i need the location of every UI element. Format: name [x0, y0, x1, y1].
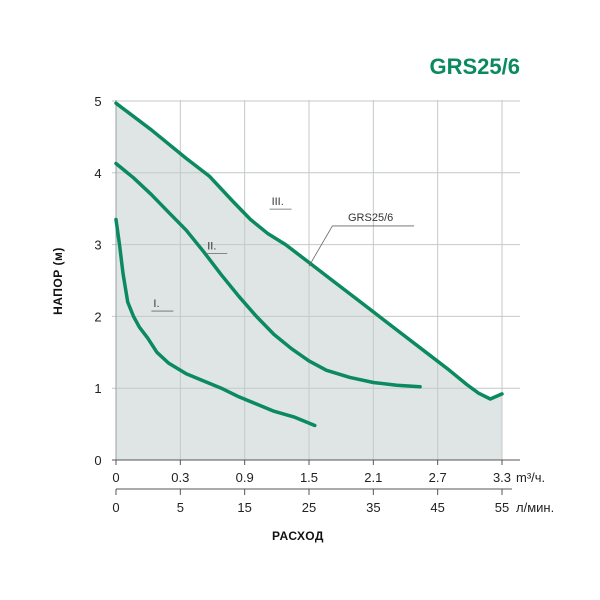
curve-label: III. [272, 196, 284, 208]
x-tick-label-secondary: 35 [366, 500, 380, 515]
curve-label: I. [153, 298, 159, 310]
x-tick-label-secondary: 45 [430, 500, 444, 515]
x-tick-label-primary: 2.7 [429, 470, 447, 485]
x-axis-title: РАСХОД [272, 529, 324, 543]
curve-label: II. [207, 241, 216, 253]
y-tick-label: 4 [94, 166, 101, 181]
y-tick-label: 5 [94, 94, 101, 109]
curve-iii [114, 101, 504, 401]
y-tick-label: 2 [94, 309, 101, 324]
y-tick-label: 3 [94, 238, 101, 253]
x-tick-label-primary: 0.9 [236, 470, 254, 485]
x-unit-primary: m³/ч. [516, 470, 545, 485]
x-tick-label-secondary: 55 [495, 500, 509, 515]
x-tick-label-primary: 1.5 [300, 470, 318, 485]
x-tick-label-primary: 3.3 [493, 470, 511, 485]
y-tick-label: 0 [94, 453, 101, 468]
envelope-label: GRS25/6 [348, 212, 393, 224]
x-tick-label-secondary: 25 [302, 500, 316, 515]
x-tick-label-secondary: 5 [177, 500, 184, 515]
y-axis-title: НАПОР (м) [51, 247, 65, 315]
x-tick-label-primary: 2.1 [364, 470, 382, 485]
x-tick-label-secondary: 0 [112, 500, 119, 515]
chart-title: GRS25/6 [430, 54, 521, 79]
y-tick-label: 1 [94, 381, 101, 396]
x-unit-secondary: л/мин. [516, 500, 554, 515]
x-tick-label-secondary: 15 [237, 500, 251, 515]
x-tick-label-primary: 0 [112, 470, 119, 485]
curve-ii [114, 161, 422, 389]
curve-i [114, 217, 317, 428]
envelope-leader-line [308, 225, 414, 267]
x-tick-label-primary: 0.3 [171, 470, 189, 485]
